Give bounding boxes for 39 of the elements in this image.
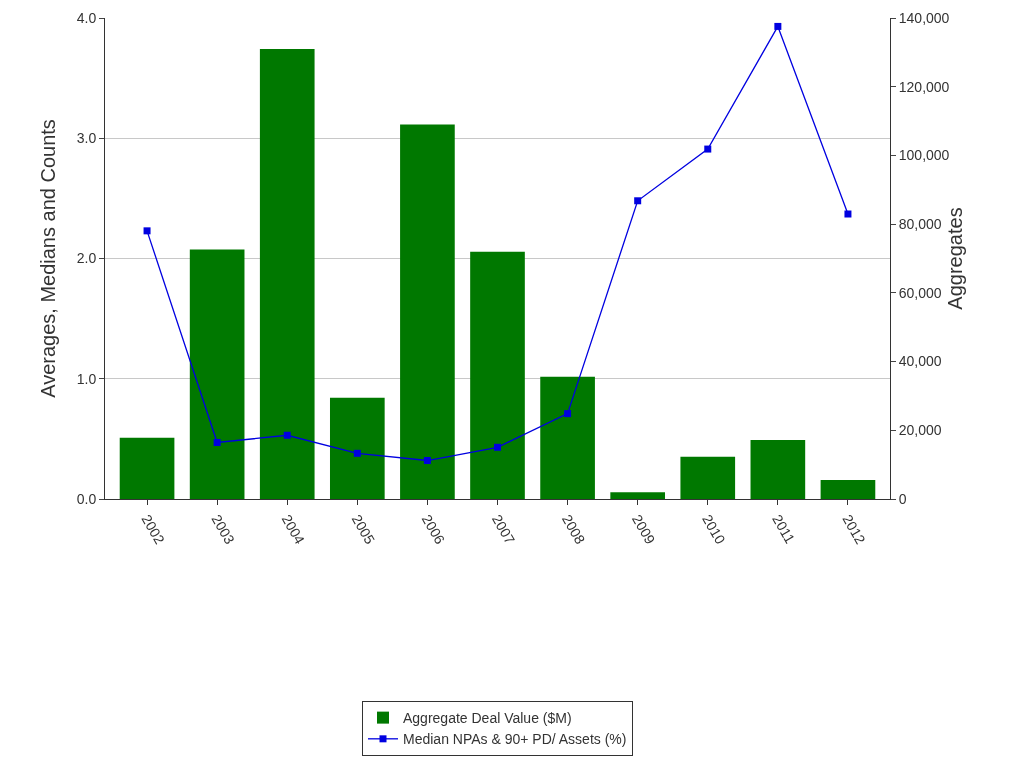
y-tick-label: 1.0 xyxy=(76,370,97,387)
y-tick-label: 4.0 xyxy=(76,9,97,26)
point xyxy=(423,457,431,465)
bar xyxy=(329,397,385,499)
bar xyxy=(820,480,876,499)
bar xyxy=(680,456,736,499)
bar xyxy=(119,437,175,499)
point xyxy=(844,210,852,218)
y2-tick-label: 20,000 xyxy=(898,422,942,439)
y2-tick-label: 80,000 xyxy=(898,216,942,233)
bar xyxy=(189,249,245,499)
bar xyxy=(400,124,455,499)
legend-label: Median NPAs & 90+ PD/ Assets (%) xyxy=(403,731,627,748)
y2-tick-label: 0 xyxy=(898,490,907,507)
bar xyxy=(610,492,666,499)
point xyxy=(213,438,221,446)
bar xyxy=(470,251,525,499)
bar xyxy=(540,376,595,499)
y-axis-title: Averages, Medians and Counts xyxy=(37,119,59,398)
point xyxy=(634,197,642,205)
y2-tick-label: 140,000 xyxy=(898,9,950,26)
bar xyxy=(750,439,806,499)
y2-axis-title: Aggregates xyxy=(943,207,966,310)
bar xyxy=(259,48,315,499)
point xyxy=(494,443,501,451)
point xyxy=(143,227,151,235)
point xyxy=(283,431,291,439)
legend-label: Aggregate Deal Value ($M) xyxy=(403,710,572,727)
point xyxy=(353,449,361,457)
y-tick-label: 2.0 xyxy=(76,250,97,267)
y2-tick-label: 100,000 xyxy=(898,147,950,164)
y2-tick-label: 120,000 xyxy=(898,78,950,95)
y-tick-label: 3.0 xyxy=(76,130,97,147)
point xyxy=(704,145,712,153)
y2-tick-label: 60,000 xyxy=(898,284,942,301)
y-tick-label: 0.0 xyxy=(76,490,97,507)
point xyxy=(774,22,782,30)
point xyxy=(564,410,572,418)
y2-tick-label: 40,000 xyxy=(898,353,942,370)
